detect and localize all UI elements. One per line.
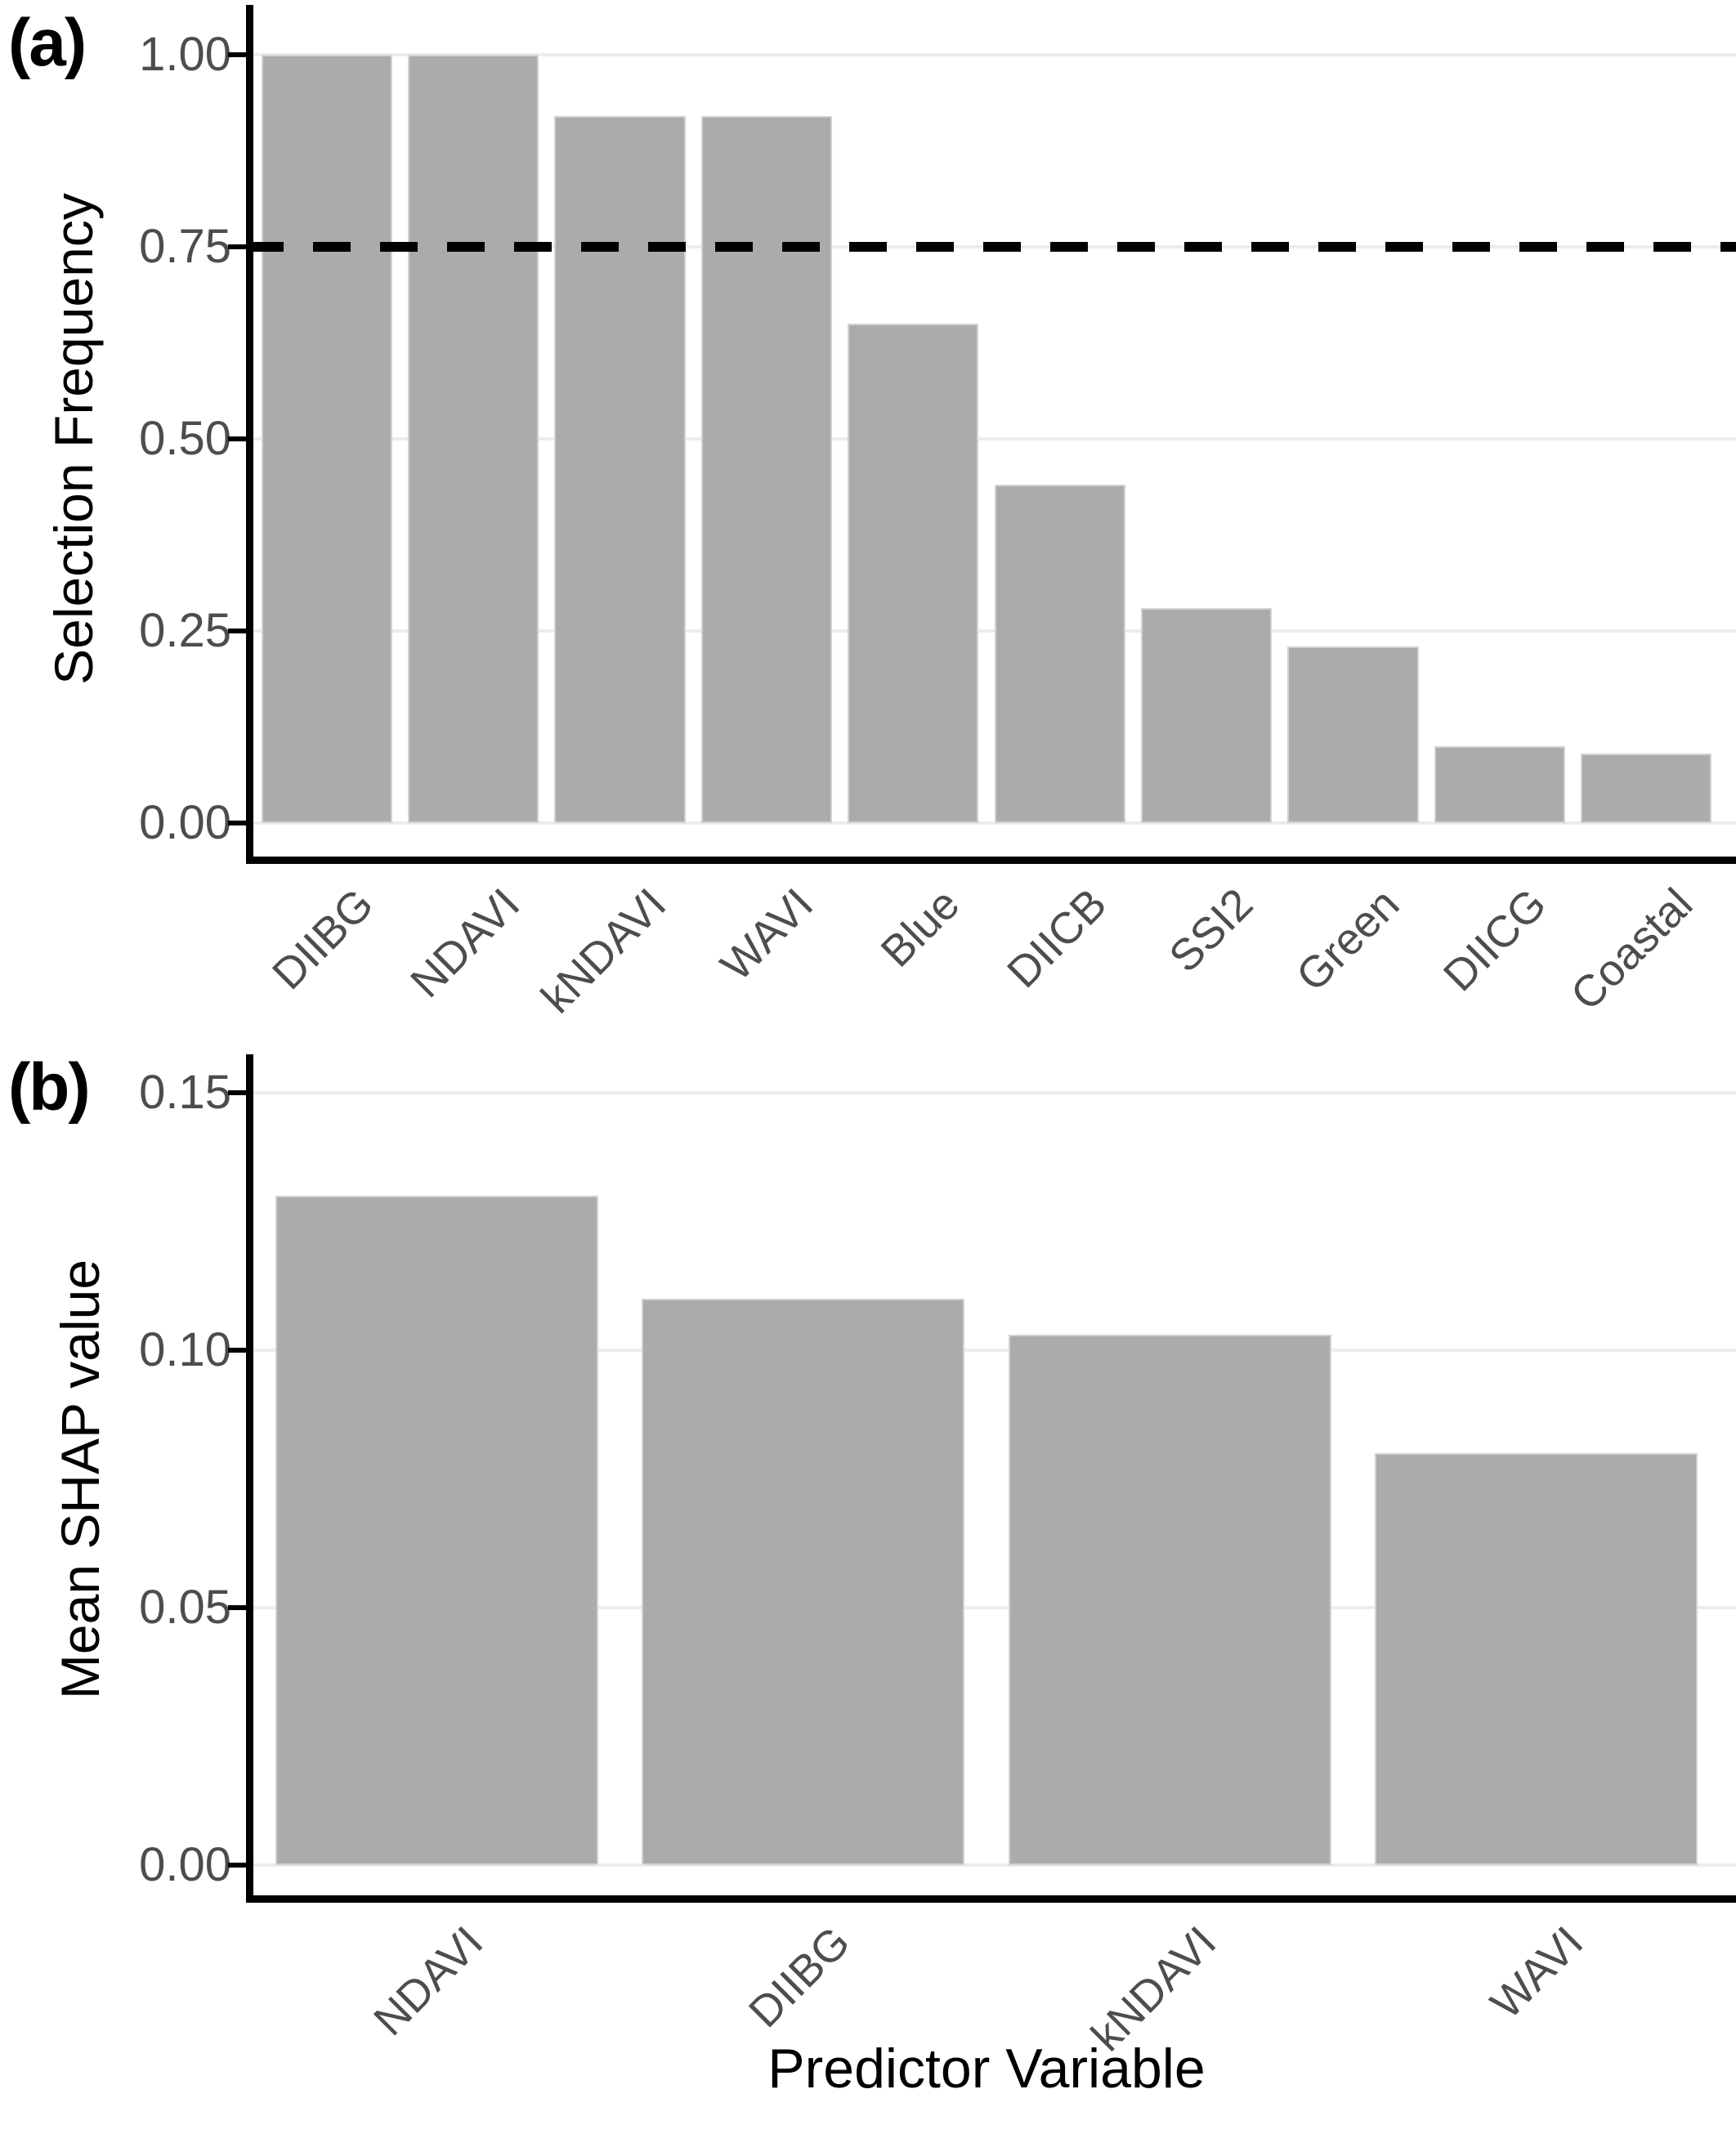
y-tick-mark — [228, 436, 250, 441]
x-tick-label-kNDAVI: kNDAVI — [532, 879, 676, 1023]
x-tick-label-DIIBG: DIIBG — [739, 1917, 860, 2038]
bar-NDAVI — [407, 55, 539, 823]
x-tick-label-NDAVI: NDAVI — [365, 1917, 493, 2046]
bar-DIIBG — [261, 55, 392, 823]
x-tick-label-WAVI: WAVI — [1481, 1917, 1593, 2029]
bar-DIIBG — [642, 1299, 965, 1865]
gridline — [252, 821, 1736, 825]
bar-NDAVI — [275, 1196, 598, 1865]
gridline — [252, 1349, 1736, 1352]
bar-kNDAVI — [1008, 1335, 1331, 1865]
x-tick-label-SSI2: SSI2 — [1160, 879, 1263, 982]
bar-Blue — [848, 324, 979, 823]
x-tick-label-NDAVI: NDAVI — [401, 879, 530, 1008]
x-tick-label-Coastal: Coastal — [1561, 879, 1702, 1020]
bar-DIICG — [1434, 746, 1565, 823]
y-tick-label: 1.00 — [139, 28, 231, 81]
x-axis-title: Predictor Variable — [767, 2038, 1206, 2100]
y-tick-label: 0.05 — [139, 1581, 231, 1634]
bar-WAVI — [1375, 1453, 1698, 1865]
x-tick-label-WAVI: WAVI — [711, 879, 823, 991]
x-tick-label-DIICB: DIICB — [997, 879, 1116, 998]
panel-b-tag: (b) — [8, 1050, 91, 1125]
y-tick-mark — [228, 821, 250, 825]
y-axis-line — [246, 5, 253, 864]
y-tick-mark — [228, 1090, 250, 1095]
x-tick-label-DIICG: DIICG — [1434, 879, 1556, 1001]
bar-WAVI — [700, 116, 832, 823]
bar-kNDAVI — [554, 116, 686, 823]
bar-SSI2 — [1140, 607, 1273, 823]
gridline — [252, 1863, 1736, 1867]
y-tick-mark — [228, 1605, 250, 1610]
x-axis-line — [246, 1895, 1736, 1903]
y-tick-mark — [228, 629, 250, 633]
y-tick-label: 0.00 — [139, 1838, 231, 1891]
y-tick-label: 0.25 — [139, 604, 231, 657]
bar-Coastal — [1581, 754, 1712, 823]
y-axis-line — [246, 1054, 253, 1903]
gridline — [252, 1606, 1736, 1609]
y-tick-label: 0.10 — [139, 1323, 231, 1376]
threshold-dashed-line — [246, 242, 1736, 252]
x-tick-label-Blue: Blue — [871, 879, 969, 977]
x-tick-label-Green: Green — [1287, 879, 1409, 1001]
bar-Green — [1287, 646, 1419, 823]
gridline — [252, 1091, 1736, 1094]
y-tick-mark — [228, 1348, 250, 1353]
bar-DIICB — [994, 485, 1125, 823]
y-tick-mark — [228, 52, 250, 57]
y-tick-mark — [228, 1863, 250, 1868]
y-tick-label: 0.00 — [139, 796, 231, 849]
gridline — [252, 437, 1736, 441]
y-tick-label: 0.50 — [139, 412, 231, 465]
gridline — [252, 629, 1736, 633]
y-tick-label: 0.75 — [139, 220, 231, 273]
y-tick-mark — [228, 244, 250, 249]
y-tick-label: 0.15 — [139, 1066, 231, 1119]
x-tick-label-DIIBG: DIIBG — [262, 879, 383, 1000]
panel-b-y-axis-title: Mean SHAP value — [50, 1259, 110, 1700]
x-axis-line — [246, 857, 1736, 864]
gridline — [252, 53, 1736, 56]
panel-a-tag: (a) — [8, 6, 87, 80]
